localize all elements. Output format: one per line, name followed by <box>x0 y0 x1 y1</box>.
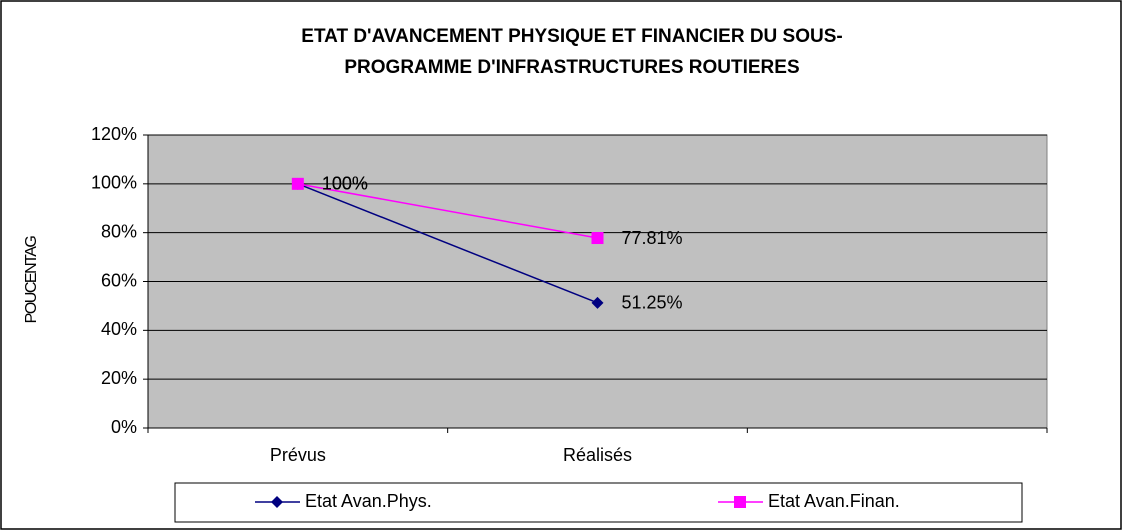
x-tick-label: Prévus <box>270 445 326 465</box>
series-line <box>297 183 598 239</box>
y-tick-label: 100% <box>91 173 137 193</box>
legend <box>174 482 1023 523</box>
y-tick-label: 40% <box>101 319 137 339</box>
data-point <box>291 177 304 190</box>
series-line <box>297 183 598 304</box>
data-label: 51.25% <box>622 293 683 313</box>
chart-title: ETAT D'AVANCEMENT PHYSIQUE ET FINANCIER … <box>301 26 842 47</box>
y-tick-label: 80% <box>101 221 137 241</box>
chart-title: PROGRAMME D'INFRASTRUCTURES ROUTIERES <box>344 57 799 78</box>
y-tick-label: 20% <box>101 368 137 388</box>
data-label: 100% <box>322 174 368 194</box>
data-point <box>591 296 604 309</box>
data-point <box>591 232 604 245</box>
x-tick-label: Réalisés <box>563 445 632 465</box>
legend-label: Etat Avan.Finan. <box>768 491 900 511</box>
legend-marker <box>734 496 746 508</box>
y-tick-label: 60% <box>101 270 137 290</box>
data-label: 100% <box>322 174 368 194</box>
data-label: 77.81% <box>622 228 683 248</box>
y-tick-label: 120% <box>91 124 137 144</box>
legend-marker <box>271 496 283 508</box>
y-tick-label: 0% <box>111 417 137 437</box>
y-axis-label: POUCENTAG <box>23 236 40 324</box>
legend-label: Etat Avan.Phys. <box>305 491 432 511</box>
